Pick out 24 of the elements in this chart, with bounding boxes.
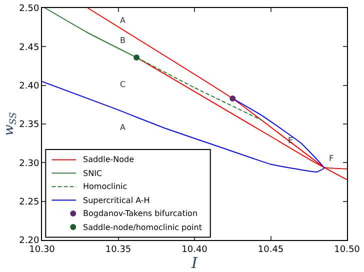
legend-label: SNIC xyxy=(83,169,102,178)
y-tick-label: 2.35 xyxy=(19,120,40,130)
y-tick-label: 2.20 xyxy=(19,236,40,246)
x-tick-label: 10.35 xyxy=(105,244,132,255)
annotation: A xyxy=(120,16,126,25)
y-tick-label: 2.50 xyxy=(19,4,40,14)
annotation: A xyxy=(120,123,126,132)
x-tick-label: 10.30 xyxy=(29,244,56,255)
y-tick-label: 2.30 xyxy=(19,158,40,169)
legend-label: Homoclinic xyxy=(83,182,128,191)
annotation: B xyxy=(120,36,126,45)
y-tick-label: 2.25 xyxy=(19,197,40,208)
legend-label: Saddle-node/homoclinic point xyxy=(83,223,202,232)
x-tick-label: 10.45 xyxy=(258,244,284,255)
annotation: C xyxy=(120,80,126,89)
legend-label: Bogdanov-Takens bifurcation xyxy=(83,209,198,218)
annotation: F xyxy=(329,154,334,163)
y-tick-label: 2.40 xyxy=(19,81,40,92)
x-axis-title: I xyxy=(190,254,199,272)
x-tick-label: 10.50 xyxy=(334,244,360,255)
x-tick-label: 10.40 xyxy=(182,244,208,255)
legend-label: Supercritical A-H xyxy=(83,196,150,205)
legend-label: Saddle-Node xyxy=(83,155,134,164)
y-tick-label: 2.45 xyxy=(19,42,40,53)
